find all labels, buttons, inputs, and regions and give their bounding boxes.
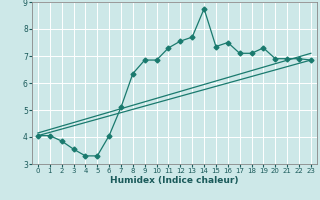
- X-axis label: Humidex (Indice chaleur): Humidex (Indice chaleur): [110, 176, 239, 185]
